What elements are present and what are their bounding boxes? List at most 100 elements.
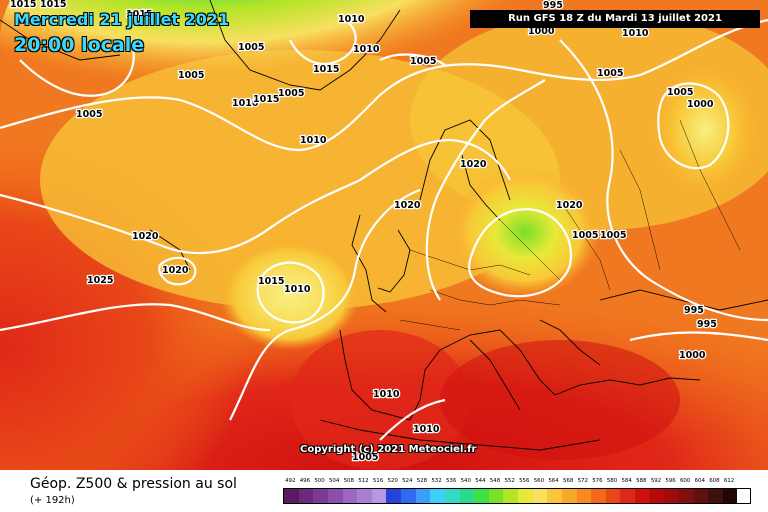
pressure-label: 1010 [373, 389, 400, 400]
pressure-label: 995 [697, 319, 717, 330]
color-scale-labels: 492 496 500 504 508 512 516 520 524 528 532 536 540 5… [283, 478, 751, 484]
pressure-label: 1020 [394, 200, 421, 211]
pressure-label: 1010 [300, 135, 327, 146]
color-scale-swatch [576, 489, 592, 503]
pressure-label: 1005 [600, 230, 626, 241]
color-scale-swatch [371, 489, 387, 503]
color-scale-value: 608 [709, 478, 720, 484]
pressure-label: 1005 [667, 87, 693, 98]
pressure-label: 1010 [622, 28, 649, 39]
pressure-label: 1000 [687, 99, 714, 110]
color-scale-value: 540 [460, 478, 472, 484]
pressure-label: 1005 [178, 70, 204, 81]
color-scale-swatch [518, 489, 533, 503]
color-scale-swatch [327, 489, 343, 503]
color-scale-value: 592 [650, 478, 662, 484]
pressure-label: 1005 [597, 68, 623, 79]
color-scale-value: 560 [533, 478, 545, 484]
color-scale-value: 580 [606, 478, 618, 484]
iberia-heat [290, 330, 470, 470]
pressure-label: 1015 [258, 276, 284, 287]
pressure-label: 1010 [413, 424, 440, 435]
forecast-range: (+ 192h) [30, 495, 75, 506]
color-scale-value: 516 [372, 478, 384, 484]
pressure-label: 1020 [460, 159, 487, 170]
color-scale-value: 588 [636, 478, 647, 484]
color-scale-value: 492 [285, 478, 296, 484]
isobars [0, 18, 768, 441]
color-scale-swatch [342, 489, 358, 503]
color-scale-swatch [722, 489, 738, 503]
map-title: Géop. Z500 & pression au sol [30, 476, 237, 492]
color-scale-value: 512 [358, 478, 369, 484]
copyright: Copyright (c) 2021 Meteociel.fr [300, 444, 477, 455]
color-scale-swatch [635, 489, 650, 503]
coastlines [0, 0, 768, 451]
color-scale-swatch [664, 489, 679, 503]
color-scale-swatch [678, 489, 694, 503]
color-scale-swatch [430, 489, 445, 503]
pressure-label: 1005 [352, 452, 378, 463]
color-scale-value: 524 [402, 478, 413, 484]
color-scale-value: 596 [665, 478, 676, 484]
color-scale-swatch [459, 489, 475, 503]
russian-low-field [645, 55, 765, 205]
color-scale-value: 568 [562, 478, 574, 484]
color-scale-value: 496 [299, 478, 311, 484]
mediterranean-heat [440, 340, 680, 460]
pressure-label: 1020 [556, 200, 583, 211]
pressure-label: 995 [543, 0, 563, 11]
color-scale-value: 604 [694, 478, 706, 484]
color-scale-swatch [313, 489, 328, 503]
pressure-label: 1010 [353, 44, 380, 55]
pressure-label: 995 [684, 305, 704, 316]
color-scale-swatch [401, 489, 416, 503]
color-scale-swatch [298, 489, 314, 503]
pressure-label: 1015 [313, 64, 339, 75]
pressure-label: 1010 [338, 14, 365, 25]
color-scale-swatch [474, 489, 489, 503]
color-scale: 492 496 500 504 508 512 516 520 524 528 532 536 540 5… [283, 478, 751, 508]
color-scale-value: 612 [723, 478, 735, 484]
forecast-date: Mercredi 21 juillet 2021 [14, 10, 230, 29]
isobar-labels: 1015 1015 1015 1005 1010 1010 1015 1005 … [9, 0, 718, 464]
country-borders [399, 119, 741, 331]
pressure-label: 1005 [278, 88, 304, 99]
central-low-field [450, 167, 600, 297]
color-scale-swatch [415, 489, 431, 503]
color-scale-value: 544 [475, 478, 486, 484]
color-scale-value: 532 [431, 478, 442, 484]
color-scale-swatch [708, 489, 723, 503]
color-scale-swatch [488, 489, 504, 503]
pressure-label: 1025 [87, 275, 113, 286]
color-scale-value: 600 [679, 478, 691, 484]
color-scale-value: 584 [621, 478, 632, 484]
color-scale-value: 556 [519, 478, 530, 484]
color-scale-value: 520 [387, 478, 398, 484]
color-scale-value: 536 [445, 478, 457, 484]
color-scale-value: 504 [328, 478, 340, 484]
pressure-label: 1015 [253, 94, 279, 105]
color-scale-value: 552 [504, 478, 515, 484]
color-scale-swatch [620, 489, 635, 503]
pressure-label: 1015 [10, 0, 36, 10]
color-scale-value: 576 [592, 478, 603, 484]
color-scale-swatch [503, 489, 518, 503]
color-scale-swatch [547, 489, 562, 503]
color-scale-value: 572 [577, 478, 589, 484]
color-scale-swatch [591, 489, 606, 503]
color-scale-swatch [357, 489, 372, 503]
pressure-label: 1000 [679, 350, 706, 361]
run-info: Run GFS 18 Z du Mardi 13 juillet 2021 [470, 10, 760, 28]
pressure-label: 1005 [238, 42, 264, 53]
pressure-label: 1000 [528, 26, 555, 37]
pressure-label: 1005 [76, 109, 102, 120]
atlantic-low-field [220, 240, 360, 350]
pressure-label: 1015 [126, 9, 152, 20]
color-scale-value: 508 [343, 478, 355, 484]
color-scale-swatch [605, 489, 621, 503]
pressure-label: 1010 [284, 284, 311, 295]
color-scale-value: 564 [548, 478, 559, 484]
color-scale-value: 500 [314, 478, 325, 484]
pressure-label: 1005 [572, 230, 598, 241]
